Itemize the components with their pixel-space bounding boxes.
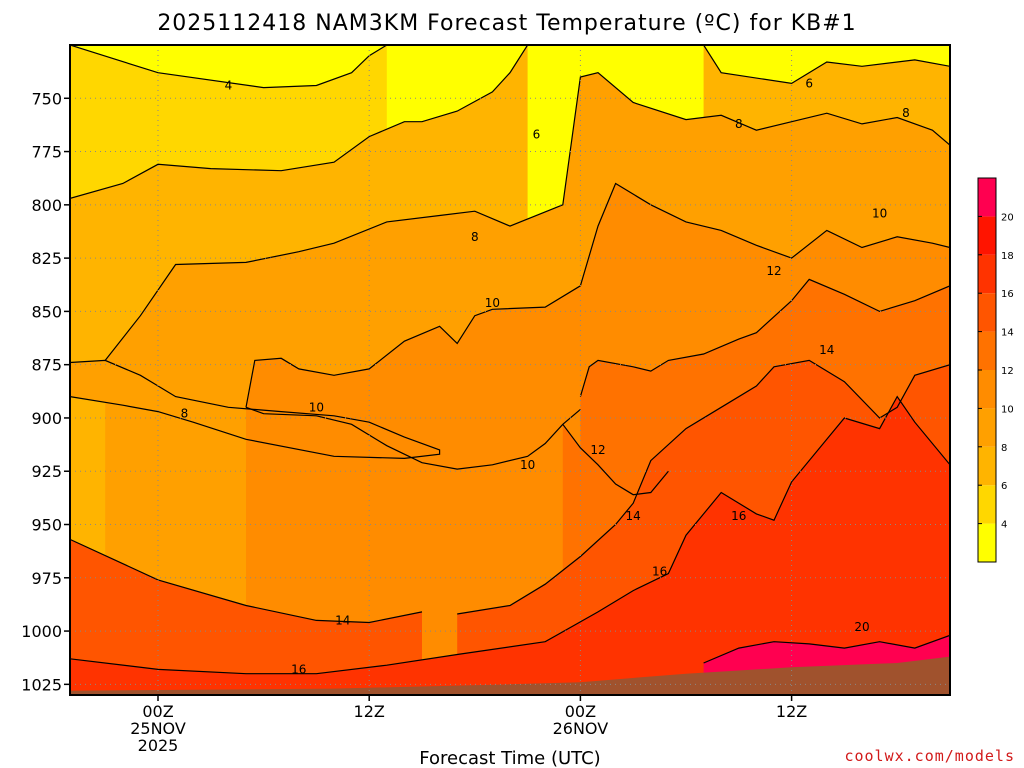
y-tick-label-850: 850 <box>31 302 62 321</box>
x-tick-label-0-2: 25NOV <box>130 719 186 738</box>
contour-label-10: 10 <box>520 458 535 472</box>
x-tick-label-0-3: 2025 <box>138 736 179 755</box>
contour-label-3: 8 <box>735 117 743 131</box>
y-tick-label-900: 900 <box>31 409 62 428</box>
contour-label-13: 14 <box>819 343 834 357</box>
contour-line-6-2 <box>703 45 950 85</box>
colorbar-bin-14-16 <box>978 293 996 332</box>
contour-line-14-9 <box>457 359 950 615</box>
colorbar-label-4: 4 <box>1001 520 1007 531</box>
contour-label-6: 8 <box>181 407 189 421</box>
contour-label-16: 16 <box>960 419 975 433</box>
colorbar-label-12: 12 <box>1001 366 1014 377</box>
axes: 750 775 800 825 850 875 900 925 950 975 1000 1025 00… <box>21 44 951 755</box>
fill-region-16-11 <box>70 396 950 695</box>
y-tick-label-1000: 1000 <box>21 622 62 641</box>
contour-label-12: 12 <box>590 443 605 457</box>
y-tick-label-800: 800 <box>31 196 62 215</box>
contour-line-8-4 <box>70 359 441 460</box>
contour-line-6-1 <box>70 45 529 199</box>
colorbar-label-20: 20 <box>1001 212 1014 223</box>
contour-line-20-12 <box>703 634 950 664</box>
x-tick-label-0-1: 00Z <box>142 702 173 721</box>
contour-label-7: 10 <box>872 206 887 220</box>
colorbar-label-10: 10 <box>1001 404 1014 415</box>
contour-label-0: 4 <box>225 78 233 92</box>
contour-label-1: 6 <box>533 128 541 142</box>
contour-line-8-3 <box>104 72 950 361</box>
contour-line-12-7 <box>579 278 950 397</box>
contour-label-14: 14 <box>626 509 641 523</box>
colorbar-bin-12-14 <box>978 331 996 370</box>
colorbar-bin-8-10 <box>978 408 996 447</box>
y-tick-label-775: 775 <box>31 143 62 162</box>
colorbar-bin-18-20 <box>978 216 996 255</box>
y-tick-label-1025: 1025 <box>21 675 62 694</box>
contour-label-4: 8 <box>902 106 910 120</box>
chart-title: 2025112418 NAM3KM Forecast Temperature (… <box>157 11 856 36</box>
credit-text: coolwx.com/models <box>844 747 1015 765</box>
colorbar-bin-16-18 <box>978 254 996 294</box>
y-tick-label-975: 975 <box>31 569 62 588</box>
colorbar: 4 6 8 10 12 14 16 18 20 <box>977 177 1014 563</box>
colorbar-label-6: 6 <box>1001 481 1007 492</box>
contour-label-2: 6 <box>805 76 813 90</box>
colorbar-label-18: 18 <box>1001 251 1014 262</box>
colorbar-label-16: 16 <box>1001 289 1014 300</box>
y-tick-label-925: 925 <box>31 462 62 481</box>
plot-area: 4 6 6 8 8 8 8 10 10 10 10 12 12 14 14 14 16 16 16 16 20 <box>70 45 975 695</box>
contour-line-12-8 <box>562 423 669 496</box>
colorbar-bin-6-8 <box>978 446 996 486</box>
x-tick-label-24-1: 00Z <box>565 702 596 721</box>
plot-clipped: 4 6 6 8 8 8 8 10 10 10 10 12 12 14 14 14 16 16 16 16 20 <box>70 45 975 695</box>
contour-label-15: 14 <box>335 613 350 627</box>
contour-label-18: 16 <box>652 564 667 578</box>
x-tick-label-36-1: 12Z <box>776 702 807 721</box>
x-tick-label-12-1: 12Z <box>354 702 385 721</box>
colorbar-bin-4-6 <box>978 485 996 524</box>
contour-label-5: 8 <box>471 230 479 244</box>
contour-label-19: 16 <box>291 662 306 676</box>
colorbar-label-8: 8 <box>1001 443 1007 454</box>
y-tick-label-750: 750 <box>31 89 62 108</box>
contour-label-9: 10 <box>485 296 500 310</box>
contour-label-20: 20 <box>854 620 869 634</box>
ground-surface <box>70 656 950 695</box>
colorbar-label-14: 14 <box>1001 328 1014 339</box>
contour-line-10-6 <box>245 406 581 470</box>
plot-frame <box>69 44 951 696</box>
y-tick-label-825: 825 <box>31 249 62 268</box>
y-tick-label-875: 875 <box>31 356 62 375</box>
y-tick-label-950: 950 <box>31 516 62 535</box>
colorbar-bin-10-12 <box>978 370 996 409</box>
contour-label-11: 12 <box>766 264 781 278</box>
x-axis-label: Forecast Time (UTC) <box>419 748 600 768</box>
x-tick-label-24-2: 26NOV <box>553 719 609 738</box>
contour-line-16-11 <box>70 395 950 675</box>
contour-label-8: 10 <box>309 400 324 414</box>
fill-region-14-10 <box>70 539 422 695</box>
colorbar-bin-2-4 <box>978 523 996 562</box>
contour-label-17: 16 <box>731 509 746 523</box>
contour-line-14-10 <box>70 538 423 624</box>
colorbar-bin-20-22 <box>978 178 996 217</box>
